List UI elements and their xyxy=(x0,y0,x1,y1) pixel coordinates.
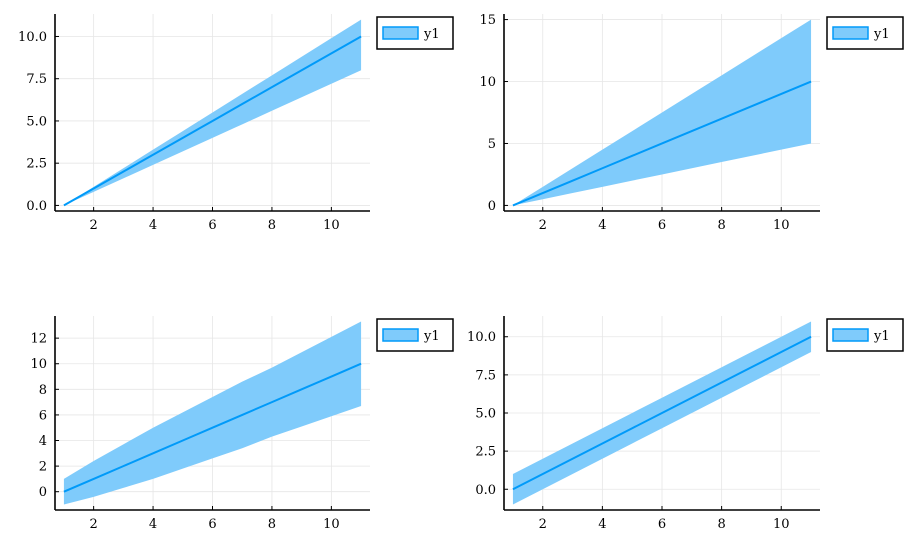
legend-swatch xyxy=(382,26,419,40)
legend: y1 xyxy=(376,16,454,50)
legend-swatch xyxy=(832,328,869,342)
legend-label: y1 xyxy=(423,329,440,344)
series-line xyxy=(512,80,812,207)
y-tick-label: 5 xyxy=(488,137,496,152)
y-tick-label: 8 xyxy=(39,383,47,398)
subplot-top-right: 2 4 6 8 10 0 5 10 15 y1 xyxy=(479,13,904,233)
x-tick-label: 2 xyxy=(89,218,97,233)
y-tick-label: 10.0 xyxy=(18,30,47,45)
y-tick-label: 7.5 xyxy=(26,72,47,87)
legend-swatch xyxy=(832,26,869,40)
y-tick-label: 6 xyxy=(39,408,47,423)
y-tick-label: 5.0 xyxy=(475,407,496,422)
y-tick-label: 10 xyxy=(30,357,47,372)
x-tick-label: 8 xyxy=(717,517,725,532)
x-tick-label: 4 xyxy=(598,218,606,233)
y-tick-label: 12 xyxy=(30,332,47,347)
ribbon-band xyxy=(63,19,362,206)
series-line xyxy=(512,335,812,491)
legend: y1 xyxy=(376,318,454,352)
y-tick-label: 5.0 xyxy=(26,114,47,129)
y-tick-label: 0.0 xyxy=(475,483,496,498)
legend-swatch xyxy=(382,328,419,342)
x-tick-label: 6 xyxy=(658,218,666,233)
y-tick-label: 15 xyxy=(479,13,496,28)
legend-label: y1 xyxy=(873,329,890,344)
x-tick-label: 8 xyxy=(268,517,276,532)
x-tick-label: 10 xyxy=(773,218,790,233)
x-tick-label: 4 xyxy=(149,218,157,233)
y-tick-label: 0 xyxy=(39,485,47,500)
legend: y1 xyxy=(826,318,904,352)
y-tick-label: 10 xyxy=(479,75,496,90)
x-tick-label: 4 xyxy=(149,517,157,532)
y-tick-label: 2.5 xyxy=(26,157,47,172)
x-tick-label: 6 xyxy=(658,517,666,532)
x-tick-label: 10 xyxy=(323,517,340,532)
legend-label: y1 xyxy=(873,27,890,42)
x-tick-label: 2 xyxy=(89,517,97,532)
subplot-top-left: 2 4 6 8 10 0.0 2.5 5.0 7.5 10.0 y1 xyxy=(18,14,454,233)
subplot-bottom-left: 2 4 6 8 10 0 2 4 6 8 10 12 y1 xyxy=(30,316,454,532)
series-line xyxy=(63,35,362,207)
x-tick-label: 8 xyxy=(717,218,725,233)
y-tick-label: 0.0 xyxy=(26,199,47,214)
x-tick-label: 8 xyxy=(268,218,276,233)
y-tick-label: 0 xyxy=(488,199,496,214)
ribbon-band xyxy=(512,19,812,206)
x-tick-label: 10 xyxy=(773,517,790,532)
x-tick-label: 6 xyxy=(208,218,216,233)
y-tick-label: 10.0 xyxy=(467,330,496,345)
y-tick-label: 4 xyxy=(39,434,47,449)
y-tick-label: 7.5 xyxy=(475,368,496,383)
legend-label: y1 xyxy=(423,27,440,42)
x-tick-label: 10 xyxy=(323,218,340,233)
x-tick-label: 4 xyxy=(598,517,606,532)
x-tick-label: 2 xyxy=(539,218,547,233)
x-tick-label: 2 xyxy=(539,517,547,532)
subplot-bottom-right: 2 4 6 8 10 0.0 2.5 5.0 7.5 10.0 y1 xyxy=(467,316,904,532)
series-line xyxy=(63,362,362,493)
legend: y1 xyxy=(826,16,904,50)
y-tick-label: 2 xyxy=(39,460,47,475)
x-tick-label: 6 xyxy=(208,517,216,532)
y-tick-label: 2.5 xyxy=(475,445,496,460)
